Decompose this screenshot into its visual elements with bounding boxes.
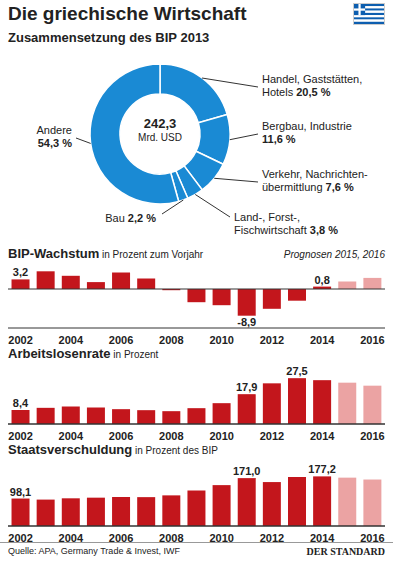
svg-text:2006: 2006: [109, 430, 133, 440]
svg-text:2004: 2004: [59, 334, 84, 344]
html-text:Quelle: APA, Germany Trade & I: Quelle: APA, Germany Trade & Invest, IWF: [8, 546, 180, 556]
svg-text:8,4: 8,4: [13, 397, 29, 409]
svg-text:2016: 2016: [360, 430, 384, 440]
svg-text:-8,9: -8,9: [237, 316, 256, 328]
svg-text:98,1: 98,1: [10, 486, 31, 498]
svg-text:Bau 2,2 %: Bau 2,2 %: [105, 212, 156, 224]
svg-text:2008: 2008: [159, 430, 183, 440]
svg-text:2012: 2012: [260, 430, 284, 440]
svg-text:2002: 2002: [8, 334, 32, 344]
svg-text:2014: 2014: [310, 430, 335, 440]
svg-text:Handel, Gaststätten,Hotels 20,: Handel, Gaststätten,Hotels 20,5 %: [262, 73, 362, 98]
html-text:Mrd. USD: Mrd. USD: [138, 132, 182, 143]
html-text:Arbeitslosenratein Prozent: Arbeitslosenratein Prozent: [8, 346, 159, 361]
svg-text:2012: 2012: [260, 532, 284, 542]
svg-text:2014: 2014: [310, 334, 335, 344]
svg-text:171,0: 171,0: [233, 465, 261, 477]
html-text:Prognosen 2015, 2016: Prognosen 2015, 2016: [283, 249, 385, 260]
svg-text:2008: 2008: [159, 532, 183, 542]
svg-text:2008: 2008: [159, 334, 183, 344]
html-text:BIP-Wachstumin Prozent zum Vor: BIP-Wachstumin Prozent zum Vorjahr: [8, 246, 204, 261]
svg-text:Andere54,3 %: Andere54,3 %: [37, 124, 73, 149]
svg-text:17,9: 17,9: [236, 381, 257, 393]
svg-text:2006: 2006: [109, 532, 133, 542]
svg-text:2002: 2002: [8, 430, 32, 440]
svg-text:0,8: 0,8: [314, 274, 329, 286]
svg-text:2014: 2014: [310, 532, 335, 542]
html-text:Zusammensetzung des BIP 2013: Zusammensetzung des BIP 2013: [8, 30, 210, 45]
svg-text:2010: 2010: [209, 334, 233, 344]
svg-text:2012: 2012: [260, 334, 284, 344]
svg-text:2010: 2010: [209, 430, 233, 440]
svg-text:2006: 2006: [109, 334, 133, 344]
svg-text:Bergbau, Industrie11,6 %: Bergbau, Industrie11,6 %: [262, 120, 352, 145]
svg-text:3,2: 3,2: [13, 266, 28, 278]
html-text:Die griechische Wirtschaft: Die griechische Wirtschaft: [8, 3, 247, 24]
svg-text:2016: 2016: [360, 334, 384, 344]
svg-text:2010: 2010: [209, 532, 233, 542]
svg-text:2016: 2016: [360, 532, 384, 542]
svg-text:Land-, Forst-,Fischwirtschaft: Land-, Forst-,Fischwirtschaft 3,8 %: [234, 211, 338, 236]
html-text:Staatsverschuldungin Prozent d: Staatsverschuldungin Prozent des BIP: [8, 442, 218, 457]
svg-text:27,5: 27,5: [286, 365, 307, 377]
html-text:DER STANDARD: DER STANDARD: [306, 545, 385, 557]
svg-text:177,2: 177,2: [308, 463, 336, 475]
svg-text:2002: 2002: [8, 532, 32, 542]
svg-text:2004: 2004: [59, 430, 84, 440]
html-text:242,3: 242,3: [143, 116, 177, 131]
svg-text:Verkehr, Nachrichten-übermittl: Verkehr, Nachrichten-übermittlung 7,6 %: [262, 168, 368, 193]
svg-text:2004: 2004: [59, 532, 84, 542]
